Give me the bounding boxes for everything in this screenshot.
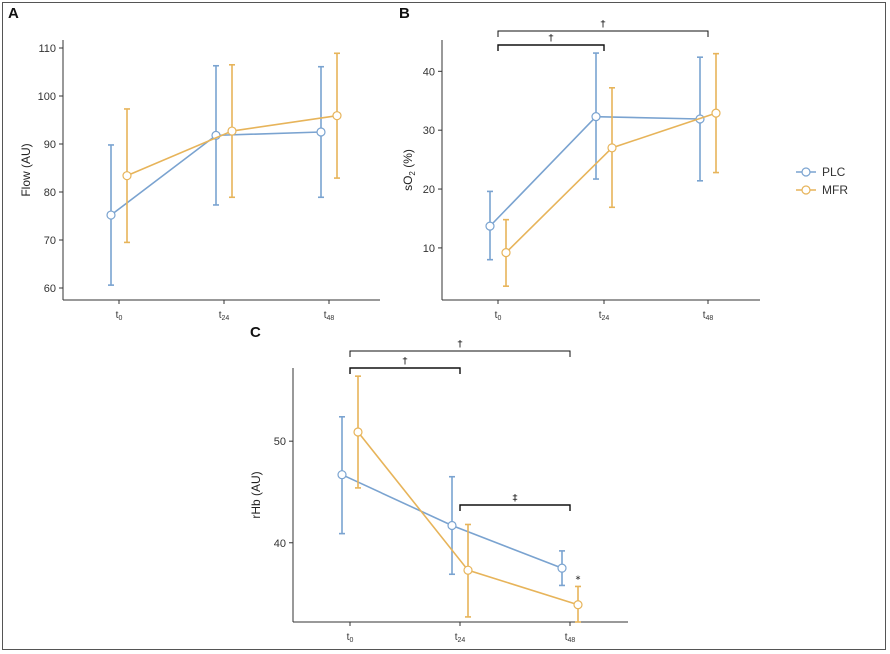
y-tick-label: 110: [38, 43, 56, 55]
series-mfr: [501, 52, 721, 287]
y-tick-label: 60: [44, 283, 56, 295]
series-mfr: [353, 375, 583, 623]
y-axis-label: rHb (AU): [249, 471, 263, 518]
data-point: [557, 563, 567, 573]
x-tick-label: t0: [116, 310, 123, 322]
series-plc: [485, 52, 705, 261]
data-point: [711, 108, 721, 118]
legend-marker: [801, 185, 811, 195]
bracket-symbol: †: [458, 339, 463, 350]
panel-a: A 60 70 80 90 100 110 t0 t24 t48 Flow (AU): [8, 5, 380, 322]
series-line: [489, 115, 701, 227]
bracket-line: [497, 30, 709, 37]
y-tick-label: 30: [423, 125, 435, 137]
data-point: [316, 127, 326, 137]
panel-label: C: [250, 324, 261, 341]
x-tick-label: t24: [599, 310, 610, 322]
x-tick-label: t24: [219, 310, 230, 322]
data-point: [485, 221, 495, 231]
bracket-symbol: †: [601, 19, 606, 30]
y-axis-label: Flow (AU): [19, 143, 33, 196]
y-tick-label: 70: [44, 235, 56, 247]
bracket-line: [497, 44, 605, 51]
series-plc: [337, 415, 567, 587]
y-tick-label: 100: [38, 91, 56, 103]
panel-b: B 10 20 30 40 t0 t24 t48 sO2 (%) † †: [399, 5, 760, 322]
x-tick-label: t48: [324, 310, 335, 322]
significance-asterisk: *: [576, 574, 581, 585]
data-point: [332, 111, 342, 121]
panel-label: B: [399, 5, 410, 22]
legend: PLC MFR: [796, 165, 848, 197]
y-tick-label: 50: [274, 436, 286, 448]
x-tick-label: t0: [495, 310, 502, 322]
series-mfr: [122, 52, 342, 244]
y-tick-label: 40: [274, 538, 286, 550]
significance-bracket: †: [349, 339, 571, 357]
bracket-line: [349, 350, 571, 357]
panel-label: A: [8, 5, 19, 22]
data-point: [591, 112, 601, 122]
series-plc: [106, 64, 326, 286]
x-tick-label: t48: [565, 632, 576, 644]
bracket-symbol: ‡: [513, 493, 518, 504]
data-point: [501, 248, 511, 258]
x-tick-label: t0: [347, 632, 354, 644]
y-axis-label: sO2 (%): [401, 149, 417, 191]
y-tick-label: 40: [423, 66, 435, 78]
significance-bracket: ‡: [459, 493, 571, 511]
y-tick-label: 90: [44, 139, 56, 151]
bracket-line: [459, 504, 571, 511]
series-line: [505, 112, 717, 254]
y-tick-label: 10: [423, 243, 435, 255]
panel-c: C 40 50 t0 t24 t48 rHb (AU) † † ‡ *: [249, 324, 628, 644]
legend-label: PLC: [822, 165, 846, 179]
data-point: [463, 565, 473, 575]
legend-marker: [801, 167, 811, 177]
data-point: [337, 470, 347, 480]
legend-item-plc: PLC: [796, 165, 846, 179]
data-point: [607, 143, 617, 153]
x-tick-label: t48: [703, 310, 714, 322]
x-tick-label: t24: [455, 632, 466, 644]
y-tick-label: 80: [44, 187, 56, 199]
bracket-symbol: †: [549, 33, 554, 44]
legend-label: MFR: [822, 183, 848, 197]
bracket-symbol: †: [403, 356, 408, 367]
y-tick-label: 20: [423, 184, 435, 196]
bracket-line: [349, 367, 461, 374]
data-point: [353, 427, 363, 437]
data-point: [573, 600, 583, 610]
data-point: [447, 520, 457, 531]
significance-bracket: †: [497, 33, 605, 51]
significance-bracket: †: [497, 19, 709, 37]
data-point: [122, 171, 132, 181]
data-point: [227, 126, 237, 136]
significance-bracket: †: [349, 356, 461, 374]
legend-item-mfr: MFR: [796, 183, 848, 197]
data-point: [106, 210, 116, 220]
